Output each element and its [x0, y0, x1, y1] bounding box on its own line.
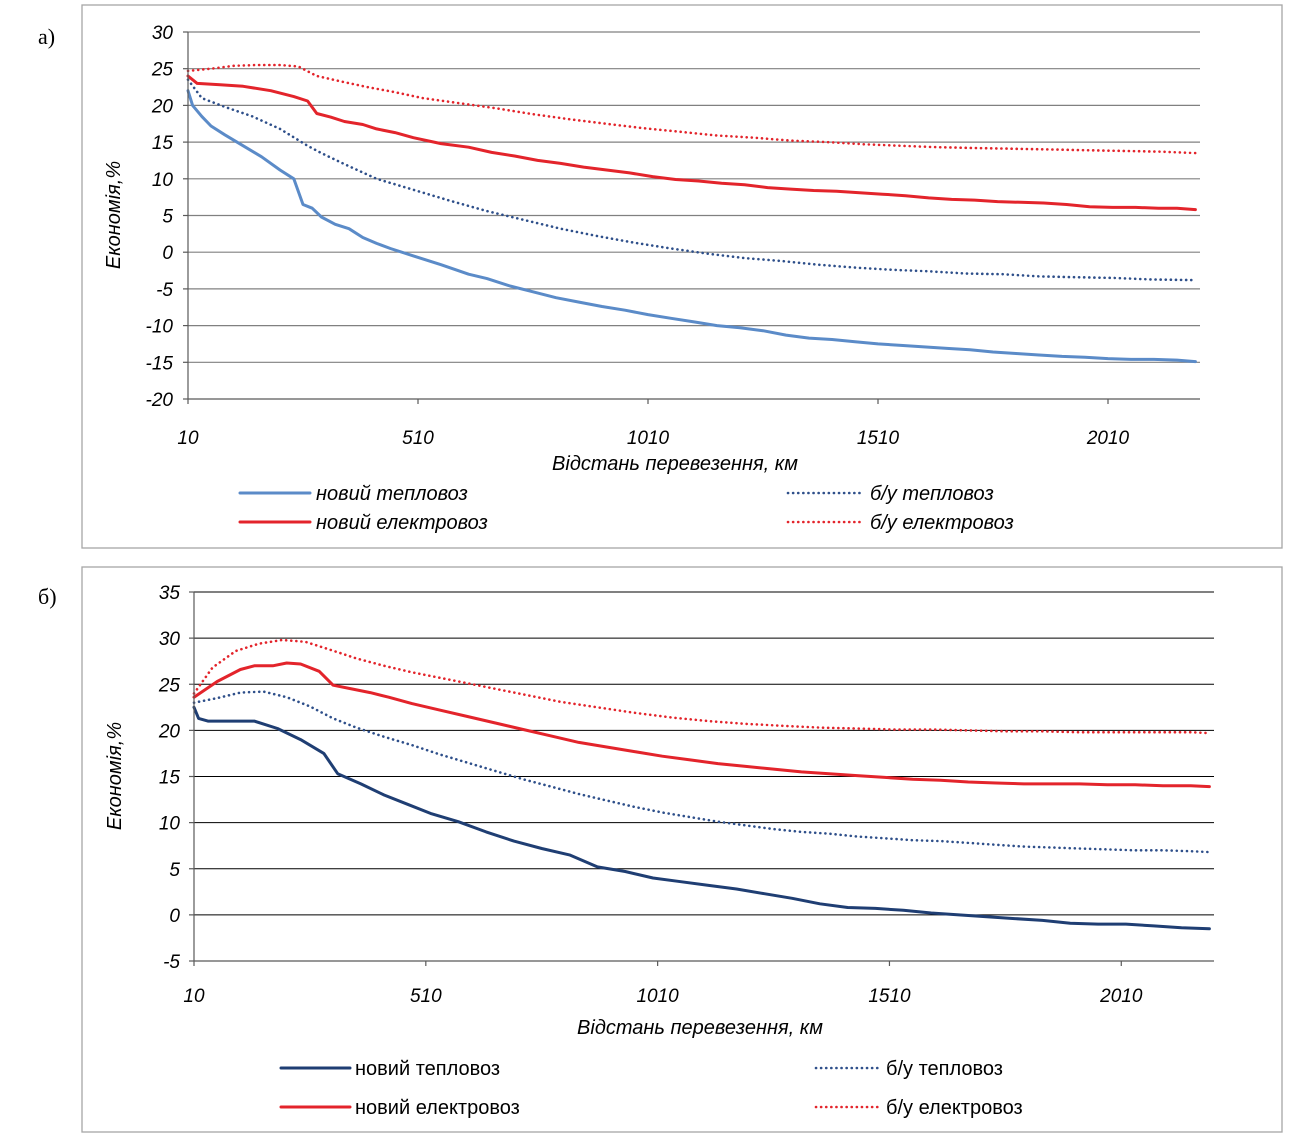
y-tick-label: 0	[169, 906, 180, 927]
y-tick-label: 30	[159, 629, 181, 650]
legend-label: новий тепловоз	[355, 1058, 500, 1080]
x-tick-label: 1510	[868, 986, 911, 1007]
y-tick-label: 35	[159, 583, 181, 604]
x-tick-label: 1010	[627, 428, 670, 449]
y-tick-label: 0	[162, 243, 173, 264]
chart-b-legend: новий тепловоз б/у тепловоз новий електров…	[279, 1058, 1023, 1119]
panel-label-a: а)	[38, 24, 55, 49]
x-tick-label: 10	[177, 428, 199, 449]
chart-a-series	[186, 63, 1197, 364]
x-tick-label: 1010	[636, 986, 679, 1007]
y-tick-label: -5	[156, 280, 173, 301]
series-line	[192, 690, 1211, 854]
series-line	[186, 78, 1197, 282]
legend-label: новий тепловоз	[316, 483, 468, 505]
series-line	[186, 63, 1197, 155]
y-tick-label: -15	[146, 353, 174, 374]
y-tick-label: 20	[151, 96, 174, 117]
y-tick-label: -20	[146, 390, 174, 411]
series-line	[186, 74, 1197, 212]
y-tick-label: 10	[159, 814, 181, 835]
legend-label: б/у електровоз	[870, 512, 1014, 534]
series-line	[186, 89, 1197, 364]
x-tick-label: 1510	[857, 428, 900, 449]
x-tick-label: 2010	[1086, 428, 1130, 449]
series-line	[192, 638, 1211, 735]
y-tick-label: 10	[152, 170, 174, 191]
y-tick-label: 5	[169, 860, 180, 881]
y-tick-label: -10	[146, 317, 174, 338]
y-tick-label: -5	[163, 952, 180, 973]
chart-a-frame	[81, 4, 1283, 549]
chart-b-frame	[81, 566, 1283, 1133]
legend-label: новий електровоз	[355, 1097, 520, 1119]
y-tick-label: 15	[159, 768, 181, 789]
legend-label: б/у тепловоз	[886, 1058, 1003, 1080]
legend-label: б/у тепловоз	[870, 483, 994, 505]
panel-label-b: б)	[38, 584, 57, 609]
y-tick-label: 5	[162, 207, 173, 228]
legend-label: б/у електровоз	[886, 1097, 1023, 1119]
y-tick-label: 25	[158, 675, 181, 696]
chart-a-y-axis-title: Економія,%	[103, 161, 125, 269]
chart-b-series	[192, 638, 1211, 931]
chart-a-legend: новий тепловоз б/у тепловоз новий електров…	[238, 483, 1014, 534]
chart-b-x-axis-title: Відстань перевезення, км	[577, 1017, 823, 1039]
series-line	[192, 705, 1211, 931]
x-tick-label: 2010	[1099, 986, 1143, 1007]
chart-b-y-axis-title: Економія,%	[104, 722, 126, 830]
y-tick-label: 20	[158, 721, 181, 742]
legend-label: новий електровоз	[316, 512, 488, 534]
x-tick-label: 510	[402, 428, 434, 449]
y-tick-label: 30	[152, 23, 174, 44]
y-tick-label: 25	[151, 60, 174, 81]
x-tick-label: 10	[183, 986, 205, 1007]
y-tick-label: 15	[152, 133, 174, 154]
chart-a-gridlines	[188, 31, 1200, 363]
series-line	[192, 661, 1211, 789]
chart-a-x-axis-title: Відстань перевезення, км	[552, 453, 798, 475]
x-tick-label: 510	[410, 986, 442, 1007]
